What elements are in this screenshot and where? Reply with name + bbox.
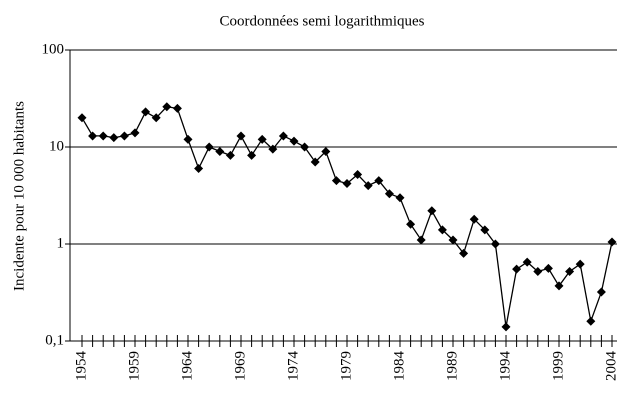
data-point bbox=[331, 176, 341, 186]
data-point bbox=[268, 144, 278, 154]
y-tick-label: 100 bbox=[42, 41, 65, 57]
data-point bbox=[300, 142, 310, 152]
x-tick-label: 2004 bbox=[603, 351, 619, 382]
data-point bbox=[204, 142, 214, 152]
data-point bbox=[77, 113, 87, 123]
data-point bbox=[607, 237, 617, 247]
data-point bbox=[194, 164, 204, 174]
data-point bbox=[183, 134, 193, 144]
data-point bbox=[586, 316, 596, 326]
data-point bbox=[469, 214, 479, 224]
x-tick-label: 1984 bbox=[391, 351, 407, 382]
data-point bbox=[310, 157, 320, 167]
data-point bbox=[554, 281, 564, 291]
data-point bbox=[247, 150, 257, 160]
data-point bbox=[342, 179, 352, 189]
y-tick-label: 0,1 bbox=[45, 332, 64, 348]
x-tick-label: 1999 bbox=[550, 351, 566, 381]
data-point bbox=[109, 133, 119, 143]
data-point bbox=[416, 235, 426, 245]
x-tick-label: 1969 bbox=[232, 351, 248, 381]
data-point bbox=[395, 193, 405, 203]
data-point bbox=[437, 225, 447, 235]
data-point bbox=[236, 131, 246, 141]
data-point bbox=[353, 170, 363, 180]
x-tick-label: 1964 bbox=[179, 351, 195, 382]
x-tick-label: 1979 bbox=[338, 351, 354, 381]
y-tick-label: 1 bbox=[57, 235, 65, 251]
x-tick-label: 1994 bbox=[497, 351, 513, 382]
x-tick-label: 1959 bbox=[126, 351, 142, 381]
data-point bbox=[565, 267, 575, 277]
data-point bbox=[88, 131, 98, 141]
data-point bbox=[512, 264, 522, 274]
data-point bbox=[448, 235, 458, 245]
x-tick-label: 1974 bbox=[285, 351, 301, 382]
y-tick-label: 10 bbox=[49, 138, 64, 154]
data-point bbox=[141, 107, 151, 117]
data-point bbox=[130, 128, 140, 138]
data-line bbox=[81, 106, 613, 327]
data-point bbox=[215, 146, 225, 156]
data-point bbox=[384, 189, 394, 199]
data-point bbox=[289, 136, 299, 146]
data-point bbox=[162, 102, 172, 112]
data-point bbox=[459, 248, 469, 258]
data-point bbox=[225, 150, 235, 160]
data-point bbox=[406, 219, 416, 229]
data-point bbox=[490, 239, 500, 249]
data-point bbox=[596, 287, 606, 297]
data-point bbox=[151, 113, 161, 123]
data-point bbox=[533, 267, 543, 277]
data-point bbox=[522, 257, 532, 267]
data-point bbox=[321, 146, 331, 156]
data-point bbox=[119, 131, 129, 141]
data-point bbox=[98, 131, 108, 141]
data-point bbox=[427, 206, 437, 216]
x-tick-label: 1954 bbox=[73, 351, 89, 382]
x-tick-label: 1989 bbox=[444, 351, 460, 381]
data-point bbox=[501, 322, 511, 332]
data-point bbox=[257, 134, 267, 144]
data-point bbox=[543, 263, 553, 273]
data-point bbox=[278, 131, 288, 141]
data-point bbox=[480, 225, 490, 235]
data-point bbox=[172, 103, 182, 113]
y-axis-label: Incidente pour 10 000 habitants bbox=[11, 101, 27, 291]
data-point bbox=[374, 176, 384, 186]
chart-title: Coordonnées semi logarithmiques bbox=[220, 13, 425, 29]
data-point bbox=[363, 181, 373, 191]
data-point bbox=[575, 259, 585, 269]
